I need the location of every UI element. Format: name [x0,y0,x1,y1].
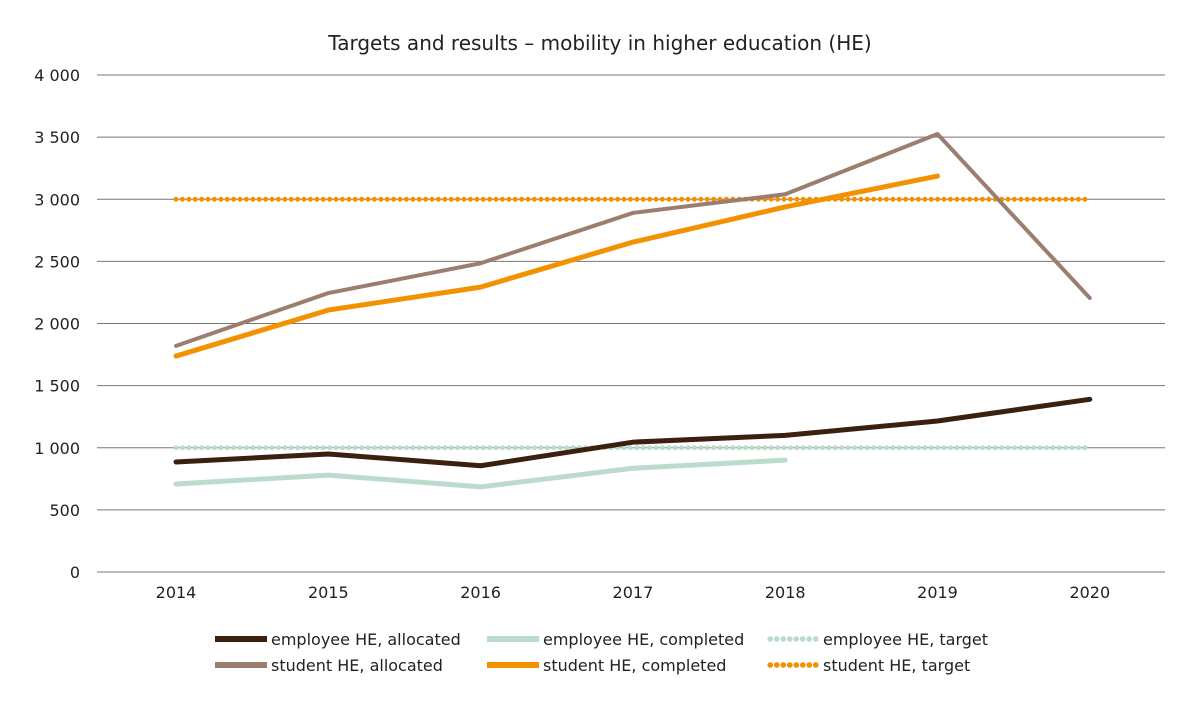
series-line-student-he-completed [173,173,940,359]
x-tick-label: 2016 [460,583,501,602]
x-tick-label: 2015 [308,583,349,602]
y-tick-label: 0 [70,563,80,582]
legend-item: employee HE, target [767,628,1007,650]
legend-label: student HE, target [823,655,971,675]
y-tick-label: 1 500 [34,377,80,396]
legend-item: student HE, completed [487,654,767,676]
legend-swatch [487,636,539,642]
legend-label: employee HE, target [823,629,989,649]
series-line-employee-he-allocated [173,396,1093,469]
y-tick-label: 500 [49,501,80,520]
series-line-employee-he-completed [173,457,788,490]
chart-title: Targets and results – mobility in higher… [327,31,871,55]
legend-item: student HE, allocated [215,654,487,676]
x-tick-label: 2017 [613,583,654,602]
legend-swatch [487,662,539,668]
series-line-student-he-allocated [174,132,1092,348]
legend-swatch [767,636,819,642]
legend-item: employee HE, completed [487,628,767,650]
legend-label: employee HE, completed [543,629,745,649]
y-tick-label: 3 500 [34,128,80,147]
x-tick-label: 2020 [1069,583,1110,602]
y-tick-label: 2 500 [34,252,80,271]
legend-item: student HE, target [767,654,1007,676]
legend-label: employee HE, allocated [271,629,461,649]
x-tick-label: 2019 [917,583,958,602]
legend-swatch [767,662,819,668]
y-tick-label: 3 000 [34,190,80,209]
legend-swatch [215,662,267,668]
legend: employee HE, allocated employee HE, compl… [215,628,1007,676]
y-tick-label: 2 000 [34,315,80,334]
legend-label: student HE, completed [543,655,727,675]
y-tick-label: 1 000 [34,439,80,458]
x-tick-label: 2014 [156,583,197,602]
legend-item: employee HE, allocated [215,628,487,650]
legend-label: student HE, allocated [271,655,443,675]
y-tick-label: 4 000 [34,66,80,85]
legend-swatch [215,636,267,642]
x-tick-label: 2018 [765,583,806,602]
